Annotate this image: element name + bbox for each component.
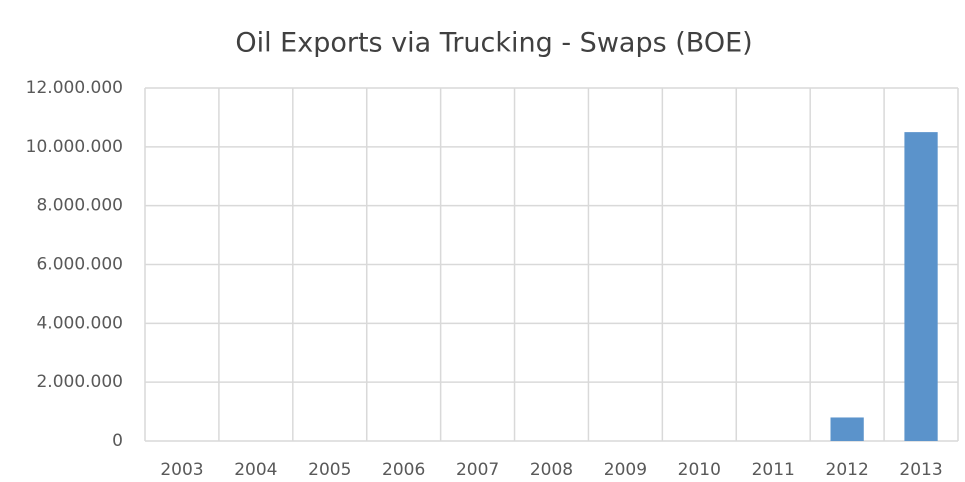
bar <box>904 132 938 441</box>
y-tick-label: 12.000.000 <box>26 78 123 98</box>
x-tick-label: 2006 <box>382 460 425 480</box>
y-tick-label: 8.000.000 <box>36 196 123 216</box>
bar <box>830 417 864 441</box>
x-tick-label: 2004 <box>234 460 277 480</box>
x-tick-label: 2009 <box>604 460 647 480</box>
x-tick-label: 2007 <box>456 460 499 480</box>
y-tick-label: 2.000.000 <box>36 372 123 392</box>
y-tick-label: 0 <box>112 431 123 451</box>
x-tick-label: 2011 <box>752 460 795 480</box>
x-tick-label: 2003 <box>160 460 203 480</box>
x-tick-label: 2005 <box>308 460 351 480</box>
x-tick-label: 2012 <box>826 460 869 480</box>
y-tick-label: 4.000.000 <box>36 313 123 333</box>
chart-title: Oil Exports via Trucking - Swaps (BOE) <box>235 28 752 59</box>
y-tick-label: 6.000.000 <box>36 255 123 275</box>
x-tick-label: 2013 <box>899 460 942 480</box>
y-tick-label: 10.000.000 <box>26 137 123 157</box>
x-tick-label: 2008 <box>530 460 573 480</box>
x-tick-label: 2010 <box>678 460 721 480</box>
